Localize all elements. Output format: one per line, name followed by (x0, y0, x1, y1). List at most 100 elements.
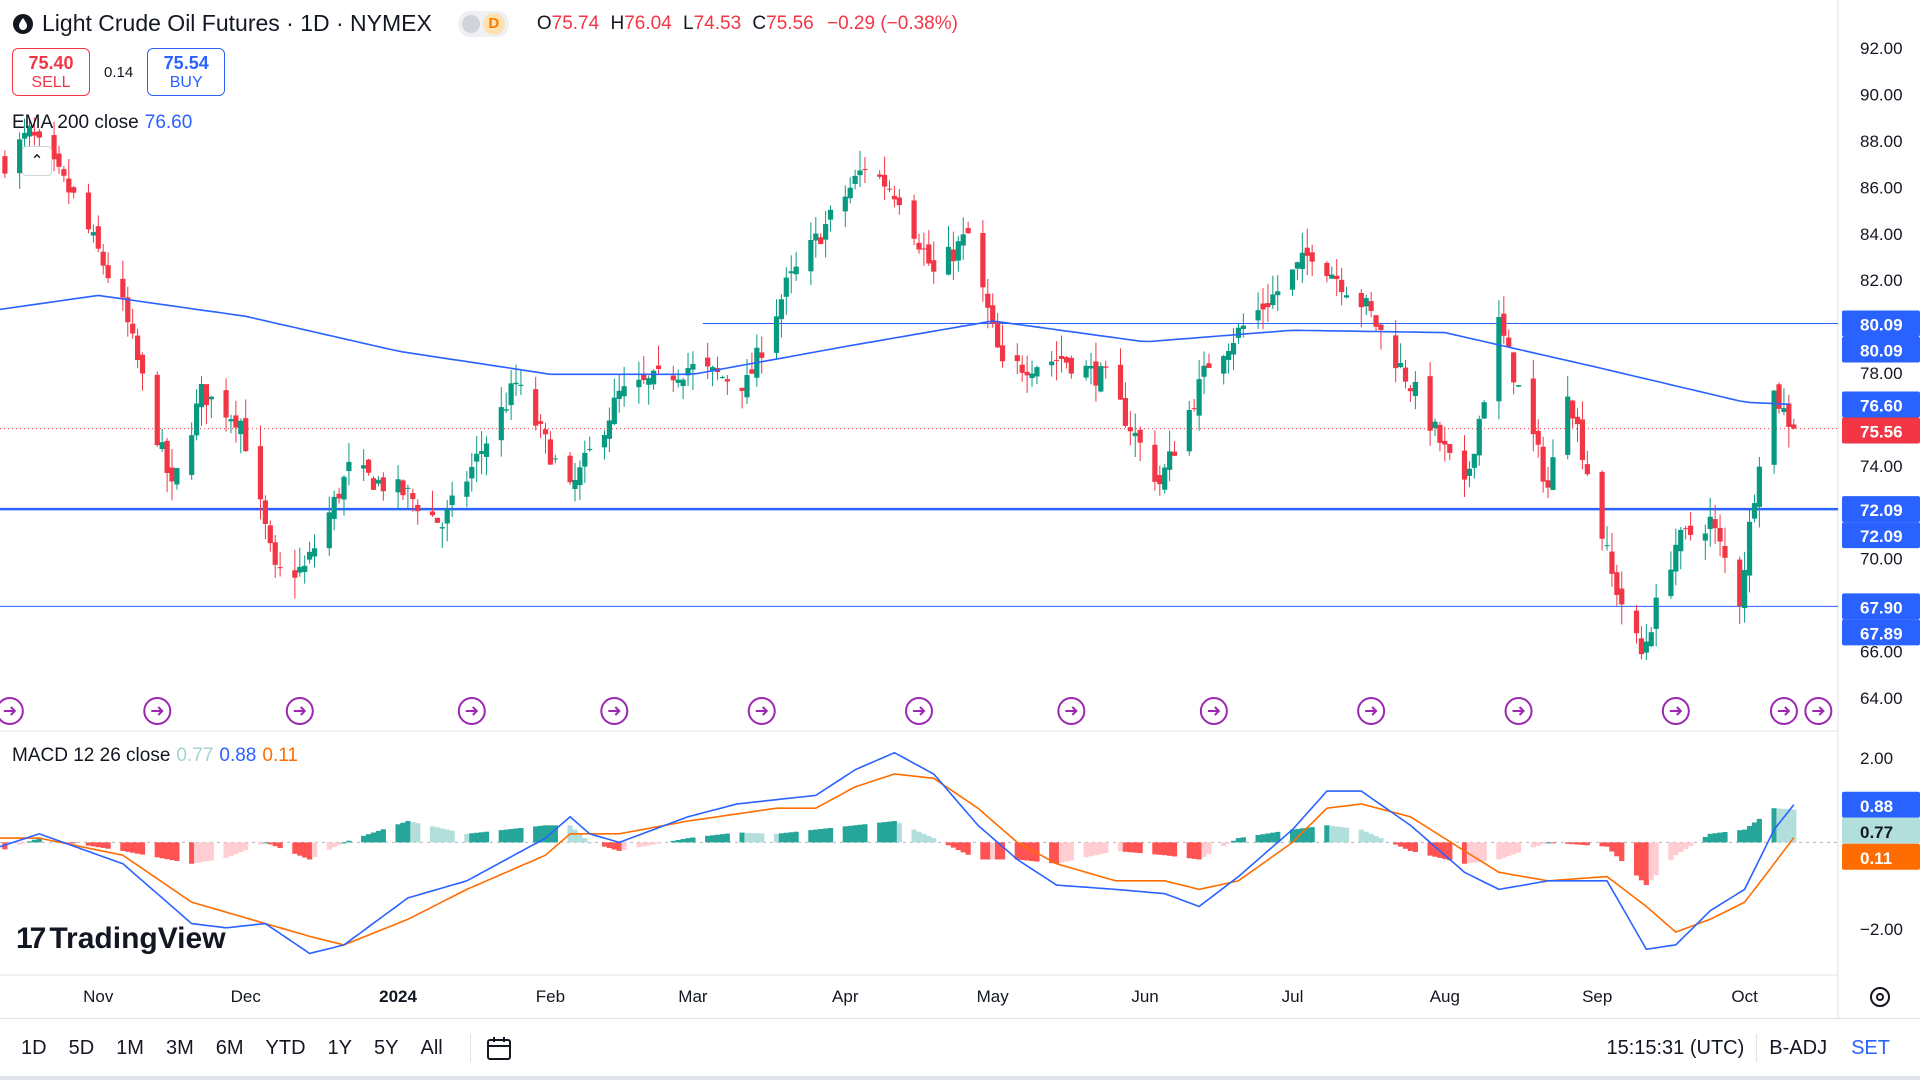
price-label-3: 75.56 (1860, 422, 1903, 441)
candle-body-25 (174, 468, 180, 485)
macd-hist-bar-17 (125, 842, 131, 852)
candle-body-238 (1643, 641, 1649, 653)
sell-button[interactable]: 75.40 SELL (12, 48, 90, 96)
candle-body-77 (537, 421, 544, 424)
event-marker-icon-3[interactable] (457, 697, 486, 725)
macd-hist-bar-106 (739, 832, 745, 843)
collapse-legend-button[interactable]: ⌃ (22, 146, 52, 176)
macd-label-1: 0.77 (1860, 823, 1893, 842)
macd-hist-bar-197 (1363, 831, 1369, 843)
time-tick-9: Aug (1430, 987, 1460, 1006)
candle-body-206 (1427, 376, 1433, 431)
settings-gear-icon[interactable] (1870, 987, 1890, 1007)
macd-hist-bar-120 (827, 827, 834, 843)
range-3m[interactable]: 3M (165, 1036, 194, 1059)
candle-body-96 (670, 375, 676, 381)
candle-body-232 (1604, 545, 1610, 547)
candle-body-70 (483, 443, 490, 457)
macd-hist-bar-228 (1574, 842, 1581, 845)
event-marker-icon-11[interactable] (1661, 697, 1690, 725)
ema200-line (0, 294, 1789, 405)
candle-body-130 (896, 197, 902, 206)
event-marker-icon-0[interactable] (0, 697, 24, 725)
clock-time[interactable]: 15:15:31 (UTC) (1606, 1036, 1745, 1059)
macd-hist-bar-249 (1717, 832, 1723, 843)
macd-hist-bar-117 (813, 829, 819, 843)
candle-body-56 (395, 479, 401, 493)
candle-body-83 (577, 467, 583, 486)
event-marker-icon-4[interactable] (600, 697, 629, 725)
candle-body-110 (759, 352, 765, 358)
session-toggle[interactable]: SET (1851, 1036, 1890, 1059)
range-1y[interactable]: 1Y (327, 1036, 353, 1059)
candle-body-150 (1034, 367, 1040, 377)
event-marker-icon-8[interactable] (1199, 697, 1228, 725)
candle-body-50 (346, 461, 352, 472)
candle-body-182 (1260, 303, 1266, 310)
range-1d[interactable]: 1D (21, 1036, 47, 1059)
range-5y[interactable]: 5Y (374, 1036, 399, 1059)
price-label-bg-6 (1842, 593, 1920, 620)
event-marker-icon-13[interactable] (1804, 697, 1833, 725)
macd-tick-1: −2.00 (1860, 920, 1903, 939)
macd-hist-bar-243 (1678, 842, 1684, 853)
candle-body-61 (429, 511, 436, 516)
candle-body-159 (1098, 366, 1104, 392)
ema-legend[interactable]: EMA 200 close 76.60 (12, 112, 193, 133)
market-status-pill[interactable]: D (457, 10, 509, 37)
range-all[interactable]: All (420, 1036, 443, 1059)
macd-hist-bar-184 (1270, 832, 1276, 843)
symbol-title[interactable]: Light Crude Oil Futures · 1D · NYMEX (42, 10, 432, 36)
candle-body-20 (139, 354, 146, 374)
macd-hist-bar-181 (1255, 835, 1261, 843)
candle-body-131 (911, 200, 917, 239)
candle-body-48 (336, 493, 342, 499)
candle-body-242 (1673, 544, 1679, 572)
event-marker-icon-6[interactable] (905, 697, 933, 725)
macd-hist-bar-125 (862, 824, 868, 843)
macd-label-bg-1 (1842, 817, 1920, 844)
macd-hist-bar-54 (375, 830, 382, 843)
macd-hist-bar-14 (100, 842, 106, 848)
candle-body-101 (705, 357, 711, 367)
tradingview-logo[interactable]: 17 TradingView (16, 922, 226, 955)
candle-body-35 (243, 418, 249, 452)
candle-body-38 (267, 525, 273, 544)
candle-body-147 (1019, 364, 1025, 373)
calendar-icon[interactable] (469, 1034, 513, 1062)
range-6m[interactable]: 6M (215, 1036, 244, 1059)
range-5d[interactable]: 5D (68, 1036, 95, 1059)
range-ytd[interactable]: YTD (265, 1036, 306, 1059)
macd-hist-bar-56 (395, 824, 401, 843)
event-marker-icon-10[interactable] (1504, 697, 1533, 725)
candle-body-201 (1393, 335, 1399, 369)
event-marker-icon-9[interactable] (1357, 697, 1386, 725)
candle-body-87 (606, 420, 612, 439)
event-marker-icon-5[interactable] (747, 697, 776, 725)
event-marker-icon-12[interactable] (1769, 697, 1798, 725)
macd-hist-bar-9 (66, 842, 72, 844)
macd-hist-bar-144 (995, 842, 1001, 860)
candle-body-223 (1540, 446, 1546, 482)
buy-button[interactable]: 75.54 BUY (147, 48, 226, 96)
price-label-4: 72.09 (1860, 501, 1903, 520)
macd-legend[interactable]: MACD 12 26 close 0.77 0.88 0.11 (12, 745, 298, 766)
macd-hist-bar-78 (542, 825, 549, 843)
candle-body-94 (651, 370, 657, 385)
adjustment-toggle[interactable]: B-ADJ (1769, 1036, 1828, 1059)
range-1m[interactable]: 1M (116, 1036, 144, 1059)
macd-hist-bar-253 (1746, 826, 1753, 843)
candle-body-86 (601, 434, 608, 448)
candle-body-34 (238, 420, 244, 435)
candle-body-196 (1358, 292, 1364, 308)
macd-hist-bar-239 (1648, 842, 1654, 881)
macd-hist-bar-204 (1407, 842, 1414, 851)
price-tick-3: 86.00 (1860, 178, 1903, 197)
time-tick-8: Jul (1282, 987, 1304, 1006)
candle-body-190 (1309, 252, 1315, 262)
event-marker-icon-2[interactable] (285, 697, 314, 725)
candle-body-66 (464, 481, 470, 497)
event-marker-icon-7[interactable] (1057, 697, 1086, 725)
event-marker-icon-1[interactable] (143, 697, 172, 725)
